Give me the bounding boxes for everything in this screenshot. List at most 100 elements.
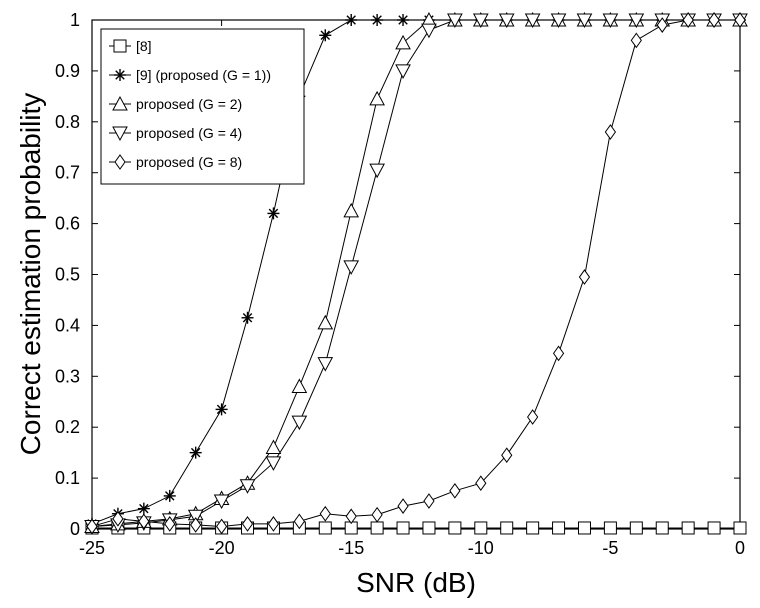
legend-marker-0 (113, 39, 127, 53)
series-4-point-20 (604, 124, 617, 140)
series-4-point-8 (293, 513, 305, 530)
series-4-point-1 (112, 510, 124, 527)
legend: [8] [9] (proposed (G = 1)) proposed (G = 2… (100, 28, 305, 185)
series-3-point-18 (550, 13, 567, 29)
series-0-point-12 (396, 521, 410, 535)
y-tick-label-2: 0.2 (55, 417, 80, 437)
series-3-point-16 (498, 13, 515, 29)
series-0-point-21 (629, 521, 643, 535)
series-1-point-12 (397, 14, 410, 26)
series-0-point-15 (474, 521, 488, 535)
series-3-point-11 (369, 163, 385, 179)
series-0-point-13 (422, 521, 436, 535)
series-3-point-8 (291, 415, 308, 431)
legend-label-0: [8] (136, 38, 152, 54)
series-1-point-2 (137, 502, 150, 515)
x-tick-label-3: -10 (468, 538, 494, 558)
series-3-point-10 (343, 260, 360, 275)
series-0-point-20 (603, 521, 617, 535)
y-tick-label-8: 0.8 (55, 112, 80, 132)
y-tick-label-10: 1 (70, 10, 80, 30)
series-1-point-7 (267, 207, 280, 220)
series-3-point-12 (395, 64, 411, 79)
series-1-point-3 (163, 489, 176, 502)
series-4-point-16 (501, 447, 513, 464)
series-1-point-11 (371, 14, 384, 26)
series-1-point-5 (215, 403, 228, 416)
series-4-point-25 (734, 12, 746, 28)
series-4-point-22 (656, 17, 668, 33)
series-4-point-6 (241, 516, 254, 532)
legend-label-4: proposed (G = 8) (136, 154, 242, 170)
series-4-point-2 (138, 513, 150, 530)
x-tick-label-4: -5 (602, 538, 618, 558)
series-2-point-11 (369, 90, 385, 106)
series-0-point-17 (526, 521, 540, 535)
series-4-point-14 (449, 482, 461, 499)
series-2-point-9 (317, 314, 334, 330)
series-2-point-12 (395, 34, 411, 50)
y-tick-label-9: 0.9 (55, 61, 80, 81)
series-0-point-25 (733, 521, 747, 535)
series-4-point-21 (630, 32, 642, 49)
series-4-point-3 (164, 516, 176, 532)
series-4-point-13 (423, 493, 435, 509)
y-tick-label-1: 0.1 (55, 468, 80, 488)
series-0-point-14 (448, 521, 462, 535)
series-3-point-21 (628, 13, 645, 29)
series-3-point-5 (213, 494, 230, 510)
series-4-point-18 (552, 345, 565, 362)
series-3-point-9 (317, 357, 334, 372)
legend-marker-1 (114, 69, 126, 81)
series-4-point-15 (475, 475, 487, 492)
series-2-point-8 (291, 378, 308, 393)
series-3-point-7 (265, 456, 282, 471)
series-4-point-17 (527, 409, 539, 425)
series-1-point-9 (319, 29, 332, 42)
series-4-point-12 (397, 498, 409, 514)
series-1-point-6 (241, 311, 254, 324)
series-4-point-5 (215, 518, 228, 535)
series-2-point-7 (265, 439, 282, 455)
series-0-point-9 (318, 521, 332, 535)
y-tick-label-4: 0.4 (55, 315, 80, 335)
axis-ticks: -25 -20 -15 -10 -5 0 0 0.1 0.2 0.3 0.4 0.5 0.6 0.7 0.8… (55, 10, 745, 558)
y-tick-label-6: 0.6 (55, 214, 80, 234)
series-1-point-4 (189, 446, 202, 459)
series-4-point-0 (86, 518, 98, 535)
y-axis-title: Correct estimation probability (15, 93, 46, 456)
y-tick-label-7: 0.7 (55, 163, 80, 183)
x-tick-label-5: 0 (735, 538, 745, 558)
series-4-point-19 (578, 269, 591, 285)
legend-marker-4 (114, 154, 126, 170)
series-4-point-7 (267, 516, 280, 532)
series-0-point-22 (655, 521, 669, 535)
series-4-point-4 (190, 517, 202, 533)
legend-marker-2 (112, 95, 128, 111)
series-3-point-4 (187, 509, 204, 525)
x-axis-title: SNR (dB) (356, 567, 476, 598)
y-tick-label-0: 0 (70, 519, 80, 539)
y-tick-label-5: 0.5 (55, 265, 80, 285)
x-tick-label-1: -20 (209, 538, 235, 558)
series-3-point-17 (524, 13, 541, 29)
series-3-point-15 (472, 13, 489, 29)
series-0-point-16 (500, 521, 514, 535)
series-1-point-10 (345, 14, 358, 26)
series-0-point-24 (707, 521, 721, 535)
x-tick-label-0: -25 (79, 538, 105, 558)
series-0-point-11 (370, 521, 384, 535)
series-3-point-19 (576, 13, 593, 29)
legend-label-2: proposed (G = 2) (136, 96, 242, 112)
series-3-point-14 (447, 13, 463, 29)
series-0-point-18 (552, 521, 566, 535)
y-tick-label-3: 0.3 (55, 366, 80, 386)
series-4-point-23 (682, 12, 694, 28)
series-0-point-23 (681, 521, 695, 535)
series-4-point-24 (708, 12, 720, 28)
legend-label-1: [9] (proposed (G = 1)) (136, 67, 271, 83)
legend-box (100, 28, 305, 185)
series-0-point-19 (577, 521, 591, 535)
series-3-point-20 (602, 13, 619, 29)
